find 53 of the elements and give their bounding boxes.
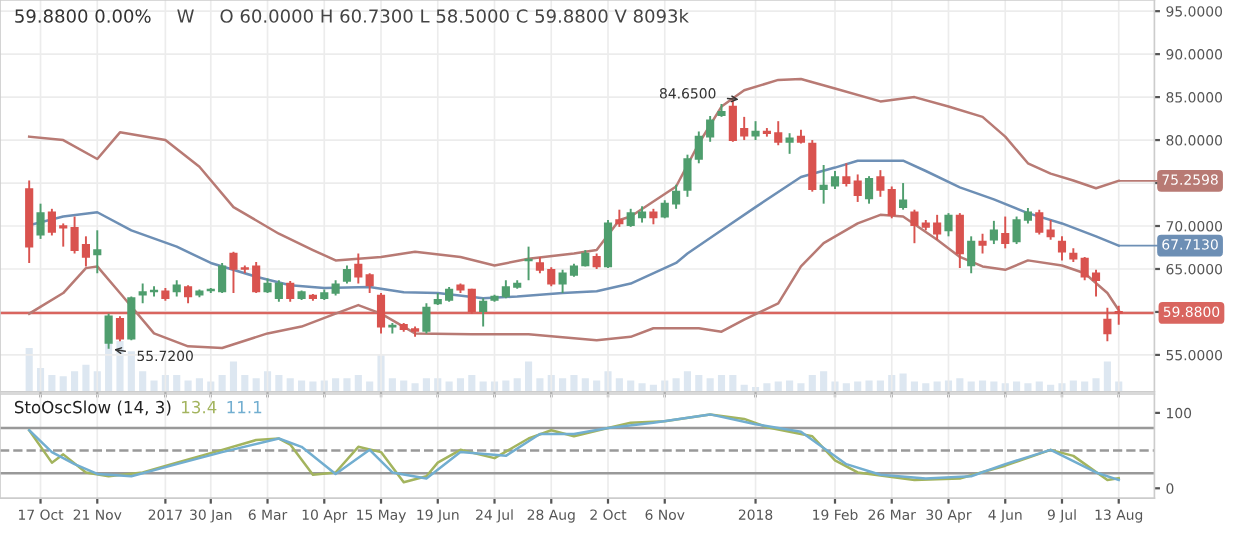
- candlestick: [751, 120, 760, 142]
- text: 13.4: [182, 400, 217, 414]
- candlestick: [365, 272, 374, 295]
- candlestick: [376, 292, 386, 335]
- candlestick: [524, 245, 533, 282]
- candlestick: [183, 284, 193, 305]
- candlestick: [864, 175, 874, 205]
- candlestick: [342, 264, 352, 285]
- series-label: 11.1: [227, 401, 262, 414]
- bar: [456, 378, 465, 392]
- candlestick: [785, 132, 794, 155]
- candlestick: [978, 232, 987, 255]
- candlestick: [989, 219, 998, 246]
- candlestick: [286, 280, 295, 303]
- candlestick: [1114, 304, 1123, 326]
- candlestick: [808, 139, 817, 193]
- bar: [717, 375, 726, 392]
- candlestick: [1057, 235, 1067, 262]
- annotation: W: [177, 9, 194, 23]
- candlestick: [955, 212, 964, 270]
- candlestick: [1103, 306, 1112, 343]
- candlestick: [967, 235, 976, 275]
- bar: [820, 371, 828, 392]
- bar: [729, 375, 737, 392]
- bar: [25, 347, 33, 392]
- candlestick: [1035, 208, 1044, 236]
- bar: [229, 361, 238, 392]
- candlestick: [944, 212, 953, 238]
- candlestick: [1001, 215, 1010, 250]
- candlestick: [354, 252, 363, 285]
- legend-title: StoOscSlow (14, 3): [14, 400, 171, 416]
- candlestick: [876, 169, 885, 198]
- bar: [116, 340, 124, 392]
- candlestick: [603, 219, 613, 270]
- candlestick: [887, 185, 896, 220]
- annotation: O 60.0000 H 60.7300 L 58.5000 C 59.8800 V 8093k: [220, 8, 689, 23]
- candlestick: [93, 229, 102, 275]
- candlestick: [1046, 219, 1055, 241]
- bar: [978, 380, 987, 392]
- candlestick: [422, 302, 431, 335]
- bar: [524, 361, 533, 392]
- bar: [683, 371, 692, 392]
- candlestick: [36, 202, 45, 240]
- candlestick: [842, 162, 851, 188]
- candlestick: [479, 297, 488, 328]
- bar: [808, 375, 816, 392]
- bar: [139, 371, 147, 392]
- candlestick: [899, 182, 908, 211]
- chart-title: 59.8800 0.00%: [15, 9, 151, 23]
- bar: [1103, 361, 1111, 392]
- line-series: [27, 213, 1120, 350]
- candlestick: [853, 173, 862, 203]
- candlestick: [127, 295, 136, 342]
